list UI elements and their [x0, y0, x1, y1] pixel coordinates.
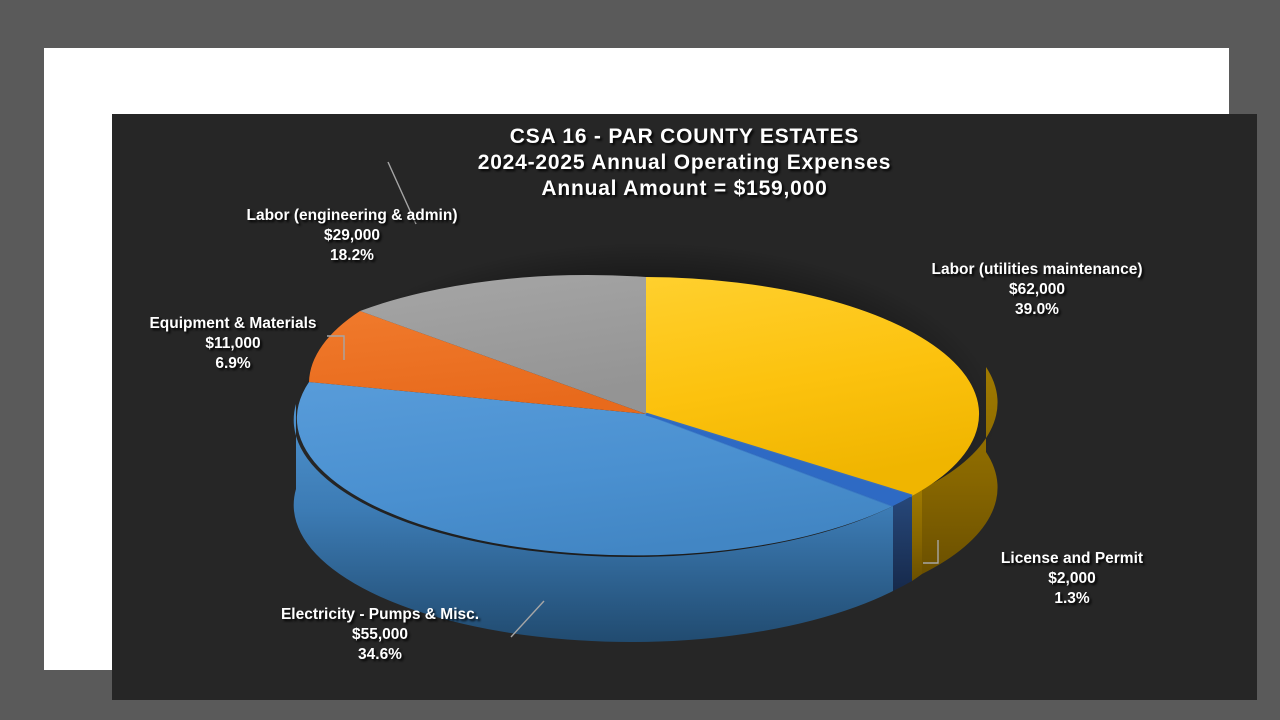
data-label-percent: 39.0% [1015, 301, 1059, 319]
slice-top-electricity [296, 382, 893, 556]
leader-line-labor-engineering [387, 161, 417, 225]
slice-top-labor-engineering [360, 274, 646, 414]
data-label-percent: 18.2% [330, 247, 374, 265]
slice-side-electricity [293, 404, 893, 642]
data-label-labor-engineering: Labor (engineering & admin) $29,000 18.2… [227, 206, 477, 266]
slice-top-equipment [309, 311, 646, 414]
data-label-name: Equipment & Materials [149, 315, 317, 332]
data-label-percent: 34.6% [358, 646, 402, 664]
data-label-value: $29,000 [323, 227, 381, 245]
data-label-percent: 1.3% [1054, 590, 1090, 608]
data-label-value: $11,000 [205, 335, 261, 353]
data-label-license-permit: License and Permit $2,000 1.3% [972, 549, 1172, 609]
data-label-name: Electricity - Pumps & Misc. [280, 606, 480, 623]
slice-top-labor-utilities [646, 277, 980, 496]
chart-frame: CSA 16 - PAR COUNTY ESTATES 2024-2025 An… [44, 48, 1257, 700]
slice-side-license-permit [893, 496, 912, 591]
slice-divider-license-electricity [645, 413, 894, 507]
leader-line-license-permit [923, 540, 939, 564]
data-label-value: $2,000 [1048, 570, 1096, 588]
pie-chart-area: CSA 16 - PAR COUNTY ESTATES 2024-2025 An… [112, 114, 1257, 700]
leader-line-electricity [510, 600, 545, 638]
data-label-labor-utilities: Labor (utilities maintenance) $62,000 39… [912, 260, 1162, 320]
slice-side-labor-utilities-lower [912, 489, 922, 581]
data-label-percent: 6.9% [215, 355, 251, 373]
leader-line-equipment [327, 335, 345, 360]
pie-chart-svg [293, 161, 998, 642]
slice-divider-utilities-license [645, 412, 913, 498]
data-label-equipment-materials: Equipment & Materials $11,000 6.9% [124, 314, 342, 374]
data-label-electricity: Electricity - Pumps & Misc. $55,000 34.6… [260, 605, 500, 665]
data-label-value: $62,000 [1008, 281, 1066, 299]
slice-side-labor-utilities [922, 367, 998, 574]
data-label-name: Labor (utilities maintenance) [931, 261, 1143, 278]
data-label-name: License and Permit [1000, 550, 1144, 567]
data-label-name: Labor (engineering & admin) [246, 207, 458, 224]
data-label-value: $55,000 [351, 626, 409, 644]
slice-top-license-permit [646, 414, 912, 506]
